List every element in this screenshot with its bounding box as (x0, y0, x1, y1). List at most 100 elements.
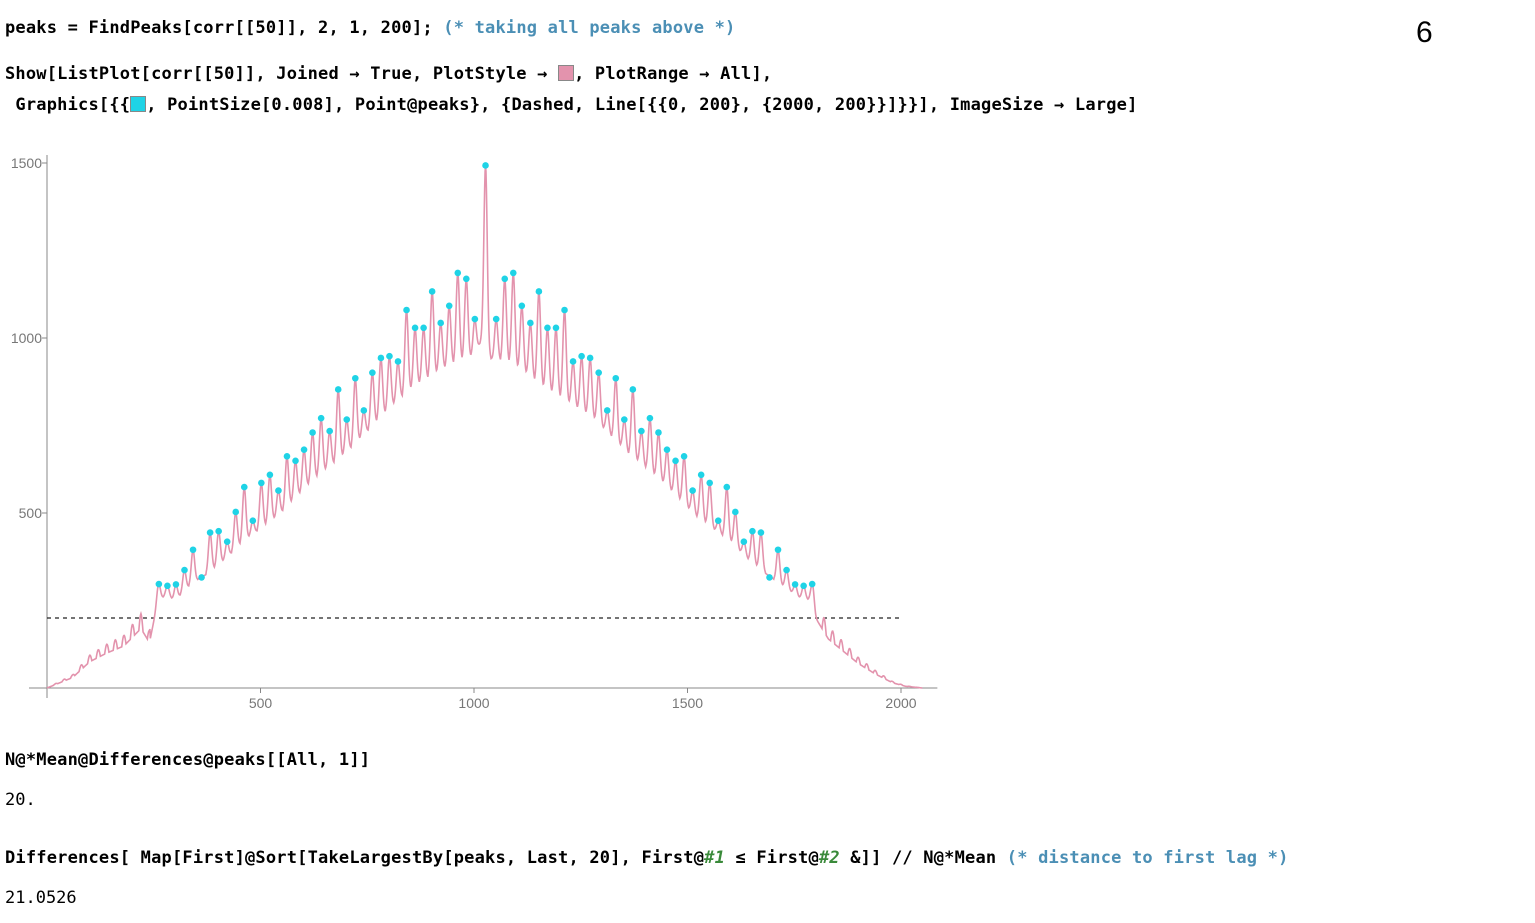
peak-point (603, 407, 611, 414)
peak-point (172, 581, 180, 588)
peak-point (672, 457, 679, 465)
input-cell-show-line1[interactable]: Show[ListPlot[corr[[50]], Joined → True,… (5, 64, 772, 84)
peak-point (723, 483, 731, 491)
peak-point (535, 288, 543, 295)
peak-point (482, 162, 489, 169)
peak-point (655, 429, 662, 436)
peak-point (394, 358, 402, 365)
peak-point (283, 453, 291, 460)
peak-point (334, 386, 342, 393)
peak-point (509, 269, 517, 277)
output-distance-first-lag: 21.0526 (5, 888, 77, 908)
peak-point (343, 416, 351, 423)
show-code-part-a: Show[ListPlot[corr[[50]], Joined → True,… (5, 64, 559, 84)
input-cell-mean-differences[interactable]: N@*Mean@Differences@peaks[[All, 1]] (5, 750, 371, 770)
peak-point (518, 302, 526, 310)
peak-point (595, 369, 602, 376)
peak-point (411, 324, 419, 332)
peak-point (445, 302, 453, 310)
findpeaks-code: peaks = FindPeaks[corr[[50]], 2, 1, 200]… (5, 18, 433, 38)
peak-point (552, 324, 560, 332)
peak-point (791, 581, 799, 588)
peak-point (766, 574, 773, 581)
peak-point (612, 374, 620, 382)
slide-number: 6 (1416, 16, 1433, 49)
peak-point (463, 275, 470, 283)
peak-point (206, 529, 214, 536)
input-cell-findpeaks[interactable]: peaks = FindPeaks[corr[[50]], 2, 1, 200]… (5, 18, 735, 38)
lag-code-part-b: ≤ First@ (725, 848, 819, 868)
peak-point (232, 508, 240, 516)
lag-code-part-a: Differences[ Map[First]@Sort[TakeLargest… (5, 848, 705, 868)
y-tick-label: 1500 (11, 155, 42, 171)
peak-point (757, 529, 765, 536)
peak-point (492, 315, 500, 323)
peak-point (326, 427, 333, 435)
peak-point (689, 487, 696, 494)
peak-point (586, 354, 594, 362)
input-cell-distance-first-lag[interactable]: Differences[ Map[First]@Sort[TakeLargest… (5, 848, 1289, 868)
peak-point (800, 582, 807, 590)
peak-point (275, 487, 282, 494)
cyan-color-swatch[interactable] (130, 96, 147, 112)
peak-point (527, 319, 534, 327)
axis-ticks: 500 1000 1500 2000 500 1000 1500 (11, 155, 917, 711)
peak-point (706, 479, 714, 487)
input-cell-show-line2[interactable]: Graphics[{{, PointSize[0.008], Point@pea… (5, 95, 1138, 115)
output-mean-differences: 20. (5, 790, 36, 810)
peak-point (629, 386, 637, 393)
peak-points (155, 162, 816, 590)
peak-point (437, 319, 444, 327)
peak-point (420, 324, 427, 332)
peak-point (266, 471, 274, 479)
peak-point (258, 479, 265, 487)
peak-point (428, 288, 436, 295)
plot-axes (29, 155, 938, 698)
peak-point (740, 538, 748, 545)
peak-point (351, 374, 359, 382)
graphics-code-part-b: , PointSize[0.008], Point@peaks}, {Dashe… (146, 95, 1138, 115)
peak-point (386, 352, 393, 360)
peak-point (309, 429, 316, 436)
peak-point (215, 527, 222, 535)
pink-color-swatch[interactable] (558, 65, 575, 81)
peak-point (697, 471, 705, 479)
x-tick-label: 500 (249, 695, 273, 711)
show-code-part-b: , PlotRange → All], (574, 64, 773, 84)
peak-point (732, 508, 739, 516)
peak-point (783, 566, 790, 574)
correlation-peaks-plot: 500 1000 1500 2000 500 1000 1500 (11, 155, 938, 711)
peak-point (578, 352, 585, 360)
peak-point (569, 358, 577, 365)
peak-point (164, 582, 171, 590)
peak-point (189, 546, 197, 554)
peak-point (377, 354, 385, 362)
peak-point (360, 407, 368, 414)
peak-point (621, 416, 628, 423)
peak-point (680, 453, 688, 460)
peak-point (454, 269, 462, 277)
y-tick-label: 1000 (11, 330, 42, 346)
lag-comment: (* distance to first lag *) (1006, 848, 1289, 868)
peak-point (561, 306, 568, 314)
correlation-curve (46, 165, 923, 689)
peak-point (403, 306, 410, 314)
peak-point (300, 446, 308, 453)
y-tick-label: 500 (19, 505, 43, 521)
peak-point (501, 275, 509, 283)
peak-point (749, 527, 756, 535)
lag-code-part-c: &]] // N@*Mean (839, 848, 997, 868)
peak-point (774, 546, 782, 554)
peak-point (638, 427, 645, 435)
peak-point (808, 580, 816, 588)
x-tick-label: 1500 (672, 695, 703, 711)
peak-point (181, 566, 188, 574)
x-tick-label: 2000 (885, 695, 916, 711)
peak-point (544, 324, 551, 332)
x-tick-label: 1000 (458, 695, 489, 711)
peak-point (369, 369, 376, 376)
slot-2: #2 (818, 848, 840, 868)
peak-point (198, 574, 205, 581)
peak-point (240, 483, 248, 491)
peak-point (714, 517, 722, 524)
